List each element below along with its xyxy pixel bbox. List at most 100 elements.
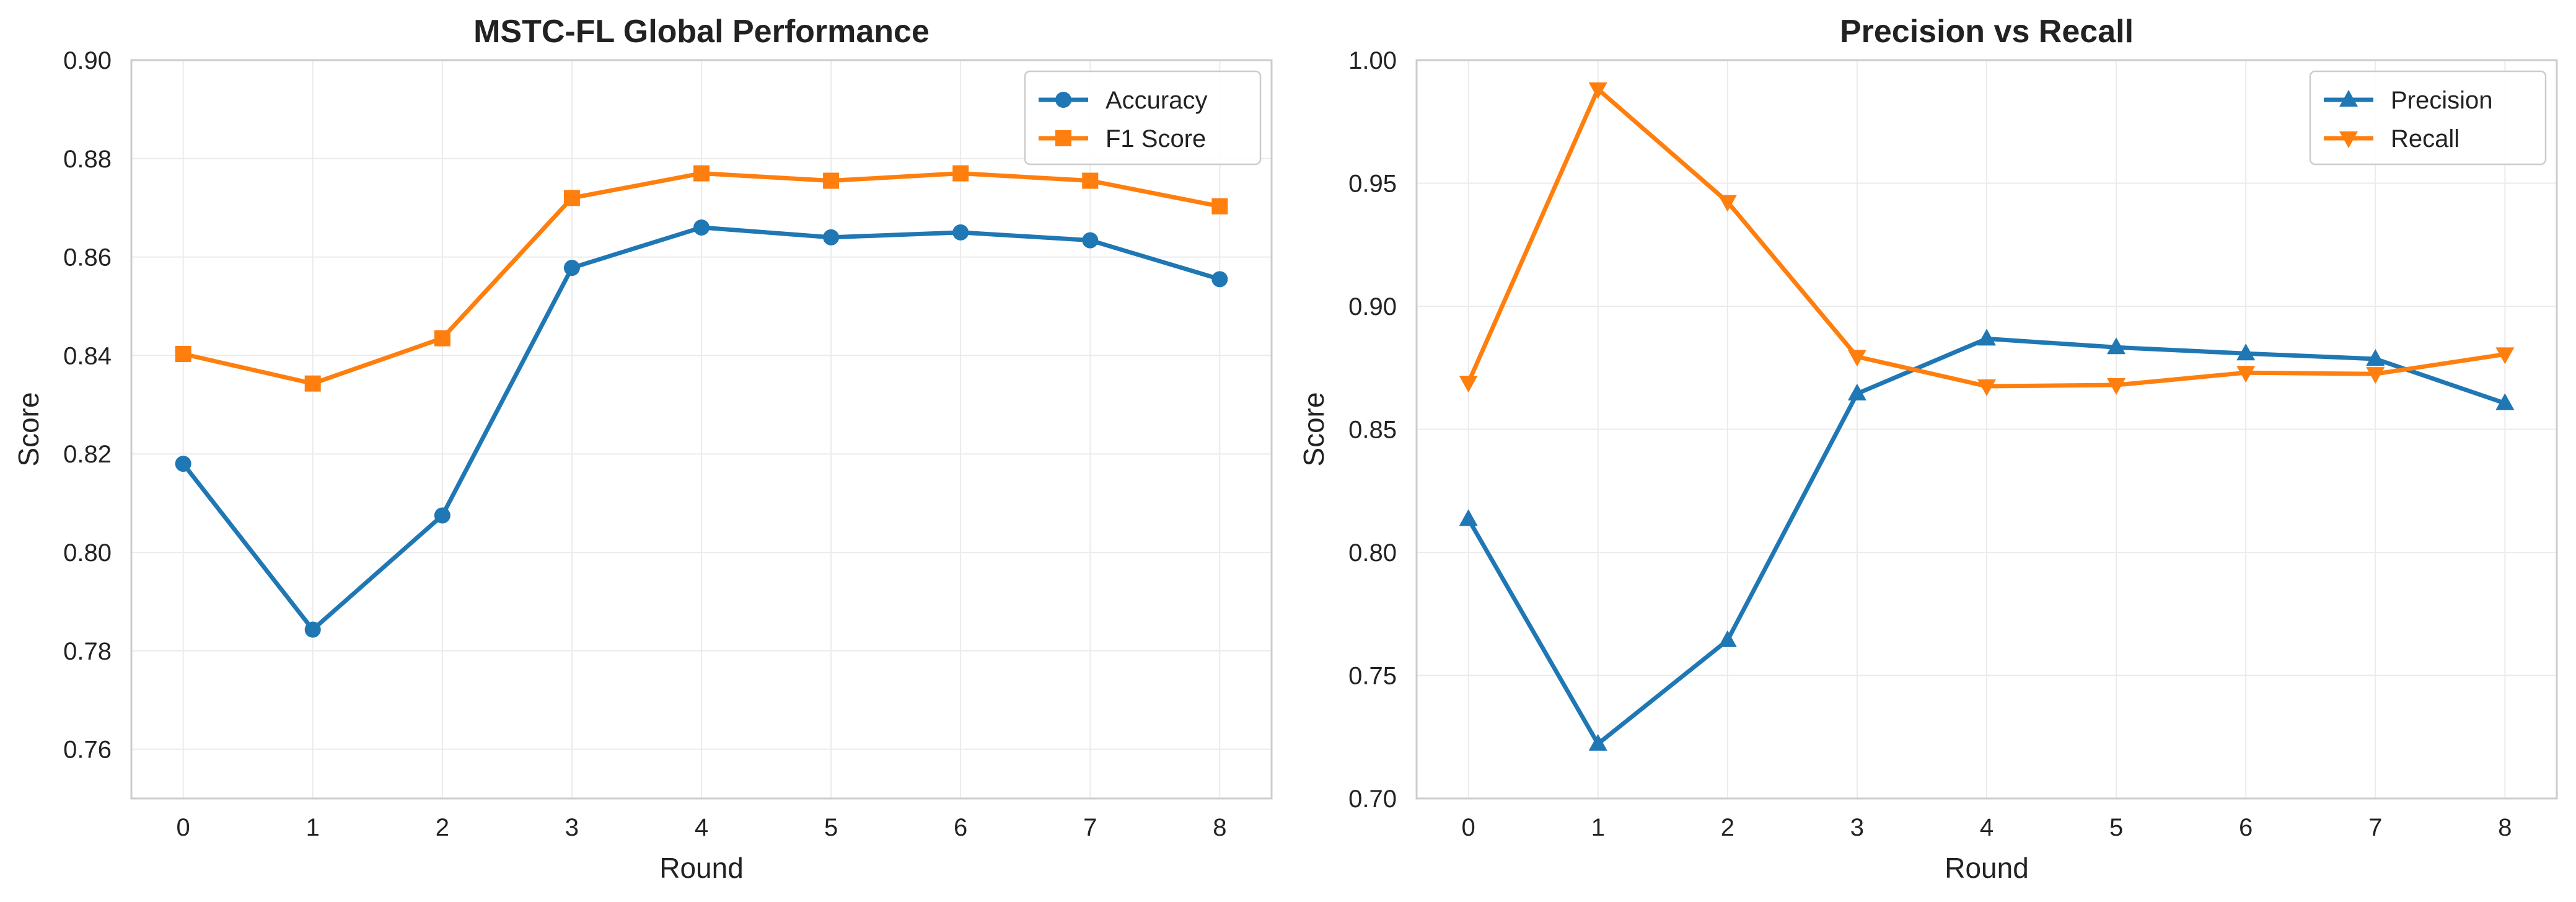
series-precision — [1459, 329, 2515, 751]
x-tick-label: 0 — [1462, 814, 1475, 841]
data-point — [2495, 347, 2515, 365]
y-axis-label: Score — [1298, 392, 1330, 466]
y-ticks: 0.76 0.78 0.80 0.82 0.84 0.86 0.88 0.90 — [63, 47, 112, 764]
legend-marker — [1055, 92, 1071, 108]
data-point — [823, 229, 840, 245]
data-point — [1718, 630, 1737, 647]
x-tick-label: 6 — [2239, 814, 2253, 841]
data-point — [563, 260, 580, 276]
data-point — [2236, 366, 2256, 383]
plot-frame — [1415, 59, 2558, 800]
data-point — [1211, 271, 1228, 288]
data-point — [1459, 376, 1478, 393]
data-point — [1211, 198, 1228, 214]
data-point — [2236, 343, 2256, 361]
y-tick-label: 0.86 — [63, 244, 112, 272]
data-point — [2495, 393, 2515, 410]
x-tick-label: 2 — [436, 814, 449, 841]
data-point — [2366, 367, 2385, 384]
y-tick-label: 0.80 — [63, 539, 112, 567]
x-ticks: 0 1 2 3 4 5 6 7 8 — [1462, 814, 2512, 841]
series-layer — [175, 165, 1228, 638]
y-tick-label: 0.90 — [1348, 293, 1397, 321]
data-point — [175, 456, 191, 472]
data-point — [1588, 82, 1607, 99]
legend-label: Accuracy — [1106, 87, 1208, 114]
x-tick-label: 3 — [1850, 814, 1864, 841]
legend: Precision Recall — [2309, 70, 2547, 166]
data-point — [304, 375, 321, 392]
legend-marker — [1055, 130, 1071, 146]
x-tick-label: 8 — [1213, 814, 1226, 841]
x-ticks: 0 1 2 3 4 5 6 7 8 — [177, 814, 1227, 841]
legend-item: Precision — [2324, 87, 2493, 114]
data-point — [1082, 232, 1099, 249]
plot-frame — [130, 59, 1273, 800]
y-axis-label: Score — [12, 392, 45, 466]
data-point — [434, 507, 451, 524]
legend-label: Precision — [2391, 87, 2493, 114]
legend-item: F1 Score — [1039, 125, 1206, 153]
y-tick-label: 1.00 — [1348, 47, 1397, 74]
data-point — [1588, 733, 1607, 751]
legend-item: Accuracy — [1039, 87, 1208, 114]
x-tick-label: 2 — [1721, 814, 1734, 841]
series-accuracy — [175, 219, 1228, 638]
chart-title: Precision vs Recall — [1840, 14, 2134, 50]
x-tick-label: 4 — [1980, 814, 1994, 841]
x-axis-label: Round — [1945, 852, 2029, 884]
data-point — [1847, 383, 1866, 400]
data-point — [1459, 509, 1478, 526]
legend-label: Recall — [2391, 125, 2460, 153]
x-tick-label: 8 — [2498, 814, 2512, 841]
y-ticks: 0.70 0.75 0.80 0.85 0.90 0.95 1.00 — [1348, 47, 1397, 813]
series-layer — [1459, 82, 2515, 751]
data-point — [1082, 172, 1099, 189]
x-tick-label: 7 — [1083, 814, 1097, 841]
x-tick-label: 5 — [824, 814, 838, 841]
data-point — [1847, 350, 1866, 367]
x-axis-label: Round — [659, 852, 744, 884]
data-point — [693, 165, 710, 182]
data-point — [1977, 379, 1996, 397]
legend-marker — [2339, 131, 2358, 148]
data-point — [1977, 329, 1996, 346]
legend-box — [1024, 70, 1262, 166]
data-point — [304, 621, 321, 638]
x-tick-label: 1 — [306, 814, 320, 841]
legend-box — [2309, 70, 2547, 166]
y-tick-label: 0.70 — [1348, 785, 1397, 813]
chart-accuracy-f1: 0.76 0.78 0.80 0.82 0.84 0.86 0.88 0.90 0 1 2 3 4 5 6… — [12, 14, 1273, 884]
y-tick-label: 0.90 — [63, 47, 112, 74]
data-point — [2366, 348, 2385, 366]
y-tick-label: 0.84 — [63, 342, 112, 369]
x-tick-label: 4 — [695, 814, 708, 841]
data-point — [2107, 337, 2126, 355]
y-tick-label: 0.85 — [1348, 417, 1397, 444]
chart-precision-recall: 0.70 0.75 0.80 0.85 0.90 0.95 1.00 0 1 2 3 4 5 6 7 8 P… — [1298, 14, 2558, 884]
data-point — [175, 346, 191, 363]
x-tick-label: 1 — [1591, 814, 1605, 841]
y-tick-label: 0.88 — [63, 146, 112, 173]
x-tick-label: 0 — [177, 814, 190, 841]
series-recall — [1459, 82, 2515, 397]
x-tick-label: 6 — [954, 814, 967, 841]
data-point — [434, 330, 451, 347]
data-point — [1718, 195, 1737, 212]
y-tick-label: 0.82 — [63, 441, 112, 468]
series-f1-score — [175, 165, 1228, 392]
y-tick-label: 0.80 — [1348, 539, 1397, 567]
legend-marker — [2339, 90, 2358, 107]
x-tick-label: 3 — [565, 814, 579, 841]
x-tick-label: 7 — [2368, 814, 2382, 841]
y-tick-label: 0.95 — [1348, 170, 1397, 198]
data-point — [952, 165, 969, 182]
legend-label: F1 Score — [1106, 125, 1206, 153]
y-tick-label: 0.75 — [1348, 663, 1397, 690]
data-point — [952, 224, 969, 241]
data-point — [693, 219, 710, 236]
data-point — [2107, 378, 2126, 396]
x-tick-label: 5 — [2109, 814, 2123, 841]
chart-title: MSTC-FL Global Performance — [473, 14, 930, 50]
